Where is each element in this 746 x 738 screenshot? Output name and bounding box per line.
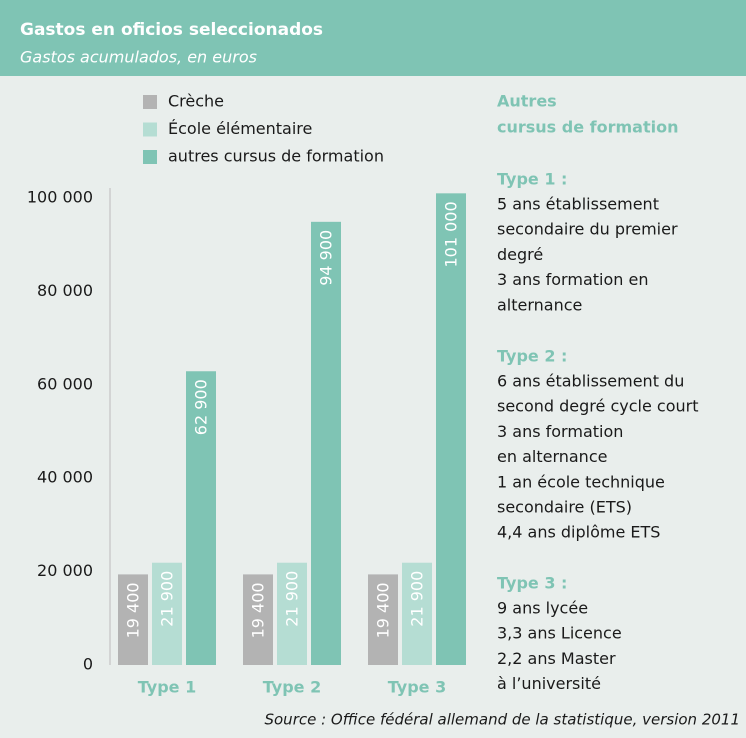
value-label: 94 900 xyxy=(317,230,336,286)
legend-label: autres cursus de formation xyxy=(168,147,384,166)
notes-line: 5 ans établissement xyxy=(497,195,659,214)
bar xyxy=(118,574,148,665)
notes-line: secondaire du premier xyxy=(497,220,678,239)
notes-line: alternance xyxy=(497,295,582,314)
bar xyxy=(277,562,307,665)
notes-line: secondaire (ETS) xyxy=(497,498,632,517)
y-tick-label: 80 000 xyxy=(37,281,93,300)
y-tick-label: 60 000 xyxy=(37,374,93,393)
notes-line: 3 ans formation en xyxy=(497,270,648,289)
bar xyxy=(368,574,398,665)
value-label: 101 000 xyxy=(442,201,461,267)
notes-line: second degré cycle court xyxy=(497,397,698,416)
x-tick-label: Type 3 xyxy=(388,678,446,697)
y-tick-label: 40 000 xyxy=(37,468,93,487)
bar xyxy=(436,193,466,665)
chart-subtitle: Gastos acumulados, en euros xyxy=(20,48,257,67)
notes-line: 4,4 ans diplôme ETS xyxy=(497,523,660,542)
value-label: 19 400 xyxy=(249,582,268,638)
x-tick-label: Type 1 xyxy=(138,678,196,697)
legend-swatch xyxy=(143,150,157,164)
notes-line: 1 an école technique xyxy=(497,472,665,491)
notes-heading: Autres xyxy=(497,92,557,111)
y-tick-label: 100 000 xyxy=(27,188,93,207)
notes-line: en alternance xyxy=(497,447,607,466)
notes-line: à l’université xyxy=(497,674,601,693)
notes-line: 3,3 ans Licence xyxy=(497,624,622,643)
x-tick-label: Type 2 xyxy=(263,678,321,697)
notes-section-title: Type 3 : xyxy=(497,574,567,593)
source: Source : Office fédéral allemand de la s… xyxy=(264,711,740,729)
bar xyxy=(152,562,182,665)
y-tick-label: 0 xyxy=(83,655,93,674)
value-label: 19 400 xyxy=(124,582,143,638)
notes-section-title: Type 1 : xyxy=(497,170,567,189)
bar xyxy=(311,221,341,665)
notes-line: 6 ans établissement du xyxy=(497,372,684,391)
notes-line: 2,2 ans Master xyxy=(497,649,616,668)
value-label: 21 900 xyxy=(283,571,302,627)
value-label: 21 900 xyxy=(158,571,177,627)
header xyxy=(0,0,746,76)
y-tick-label: 20 000 xyxy=(37,561,93,580)
legend-label: Crèche xyxy=(168,92,224,111)
notes-line: 9 ans lycée xyxy=(497,599,588,618)
notes-line: 3 ans formation xyxy=(497,422,623,441)
legend-swatch xyxy=(143,122,157,137)
bar xyxy=(243,574,273,665)
notes-heading: cursus de formation xyxy=(497,118,678,137)
bar xyxy=(186,371,216,665)
value-label: 19 400 xyxy=(374,582,393,638)
notes-line: degré xyxy=(497,245,543,264)
bar xyxy=(402,562,432,665)
legend-label: École élémentaire xyxy=(168,119,312,138)
notes-section-title: Type 2 : xyxy=(497,347,567,366)
value-label: 62 900 xyxy=(192,379,211,435)
value-label: 21 900 xyxy=(408,571,427,627)
chart-title: Gastos en oficios seleccionados xyxy=(20,20,323,40)
legend-swatch xyxy=(143,95,157,109)
